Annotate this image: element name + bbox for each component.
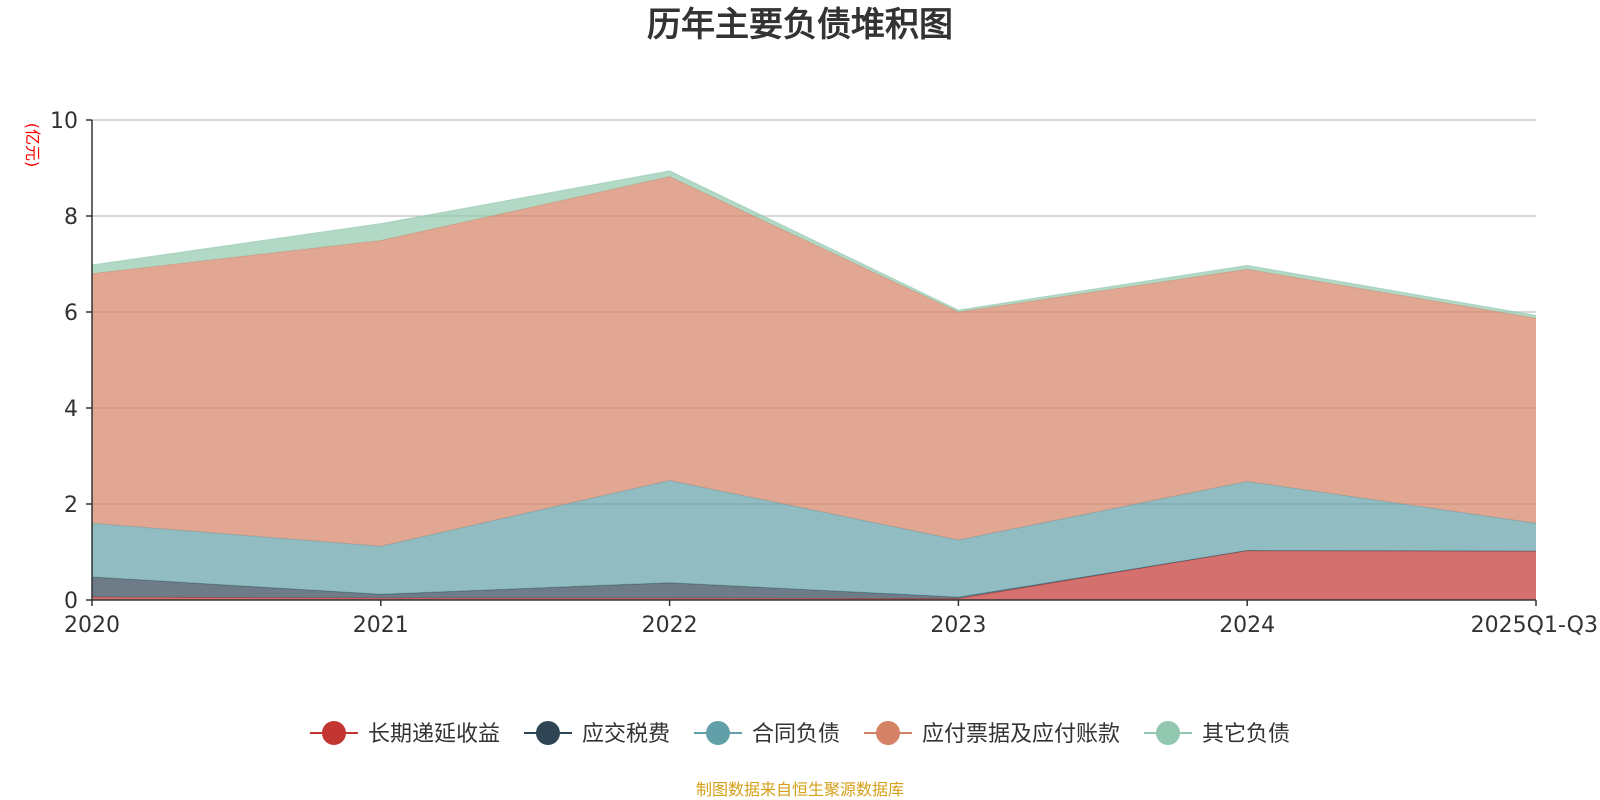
x-tick-label-4: 2024 [1219, 613, 1275, 638]
y-tick-label-2: 4 [64, 397, 78, 422]
legend-label-3: 应付票据及应付账款 [922, 722, 1120, 747]
legend-label-2: 合同负债 [752, 722, 840, 747]
x-tick-label-1: 2021 [353, 613, 409, 638]
area-series-3 [92, 176, 1536, 547]
area-series-layer [91, 170, 1537, 600]
legend-item-4[interactable]: 其它负债 [1144, 721, 1290, 747]
y-tick-label-1: 2 [64, 493, 78, 518]
legend-marker-4 [1156, 721, 1181, 745]
legend: 长期递延收益 应交税费 合同负债 应付票据及应付账款 其它负债 [309, 721, 1290, 747]
area-series-line-4 [91, 170, 1537, 316]
legend-marker-2 [705, 721, 730, 745]
x-tick-label-3: 2023 [930, 613, 986, 638]
x-tick-label-2: 2022 [642, 613, 698, 638]
legend-item-0[interactable]: 长期递延收益 [309, 721, 500, 747]
area-series-1 [92, 550, 1536, 599]
y-tick-label-5: 10 [50, 109, 78, 134]
legend-label-4: 其它负债 [1202, 722, 1290, 747]
y-axis-unit-label: (亿元) [23, 123, 42, 168]
legend-marker-0 [321, 721, 346, 745]
axes: 0 2 4 6 8 10 2020 2021 2022 2023 2024 2025Q1-Q3 [50, 109, 1598, 638]
legend-item-1[interactable]: 应交税费 [523, 721, 670, 747]
legend-marker-3 [876, 721, 901, 745]
y-tick-label-4: 8 [64, 205, 78, 230]
area-series-2 [92, 480, 1536, 598]
legend-label-1: 应交税费 [582, 722, 670, 747]
legend-label-0: 长期递延收益 [368, 722, 500, 747]
legend-item-2[interactable]: 合同负债 [693, 721, 840, 747]
x-tick-label-0: 2020 [64, 613, 120, 638]
legend-item-3[interactable]: 应付票据及应付账款 [864, 721, 1120, 747]
source-note: 制图数据来自恒生聚源数据库 [696, 780, 904, 799]
y-tick-label-0: 0 [64, 589, 78, 614]
legend-marker-1 [535, 721, 560, 745]
y-tick-label-3: 6 [64, 301, 78, 326]
x-tick-label-5: 2025Q1-Q3 [1471, 613, 1598, 638]
chart-title: 历年主要负债堆积图 [647, 5, 953, 45]
